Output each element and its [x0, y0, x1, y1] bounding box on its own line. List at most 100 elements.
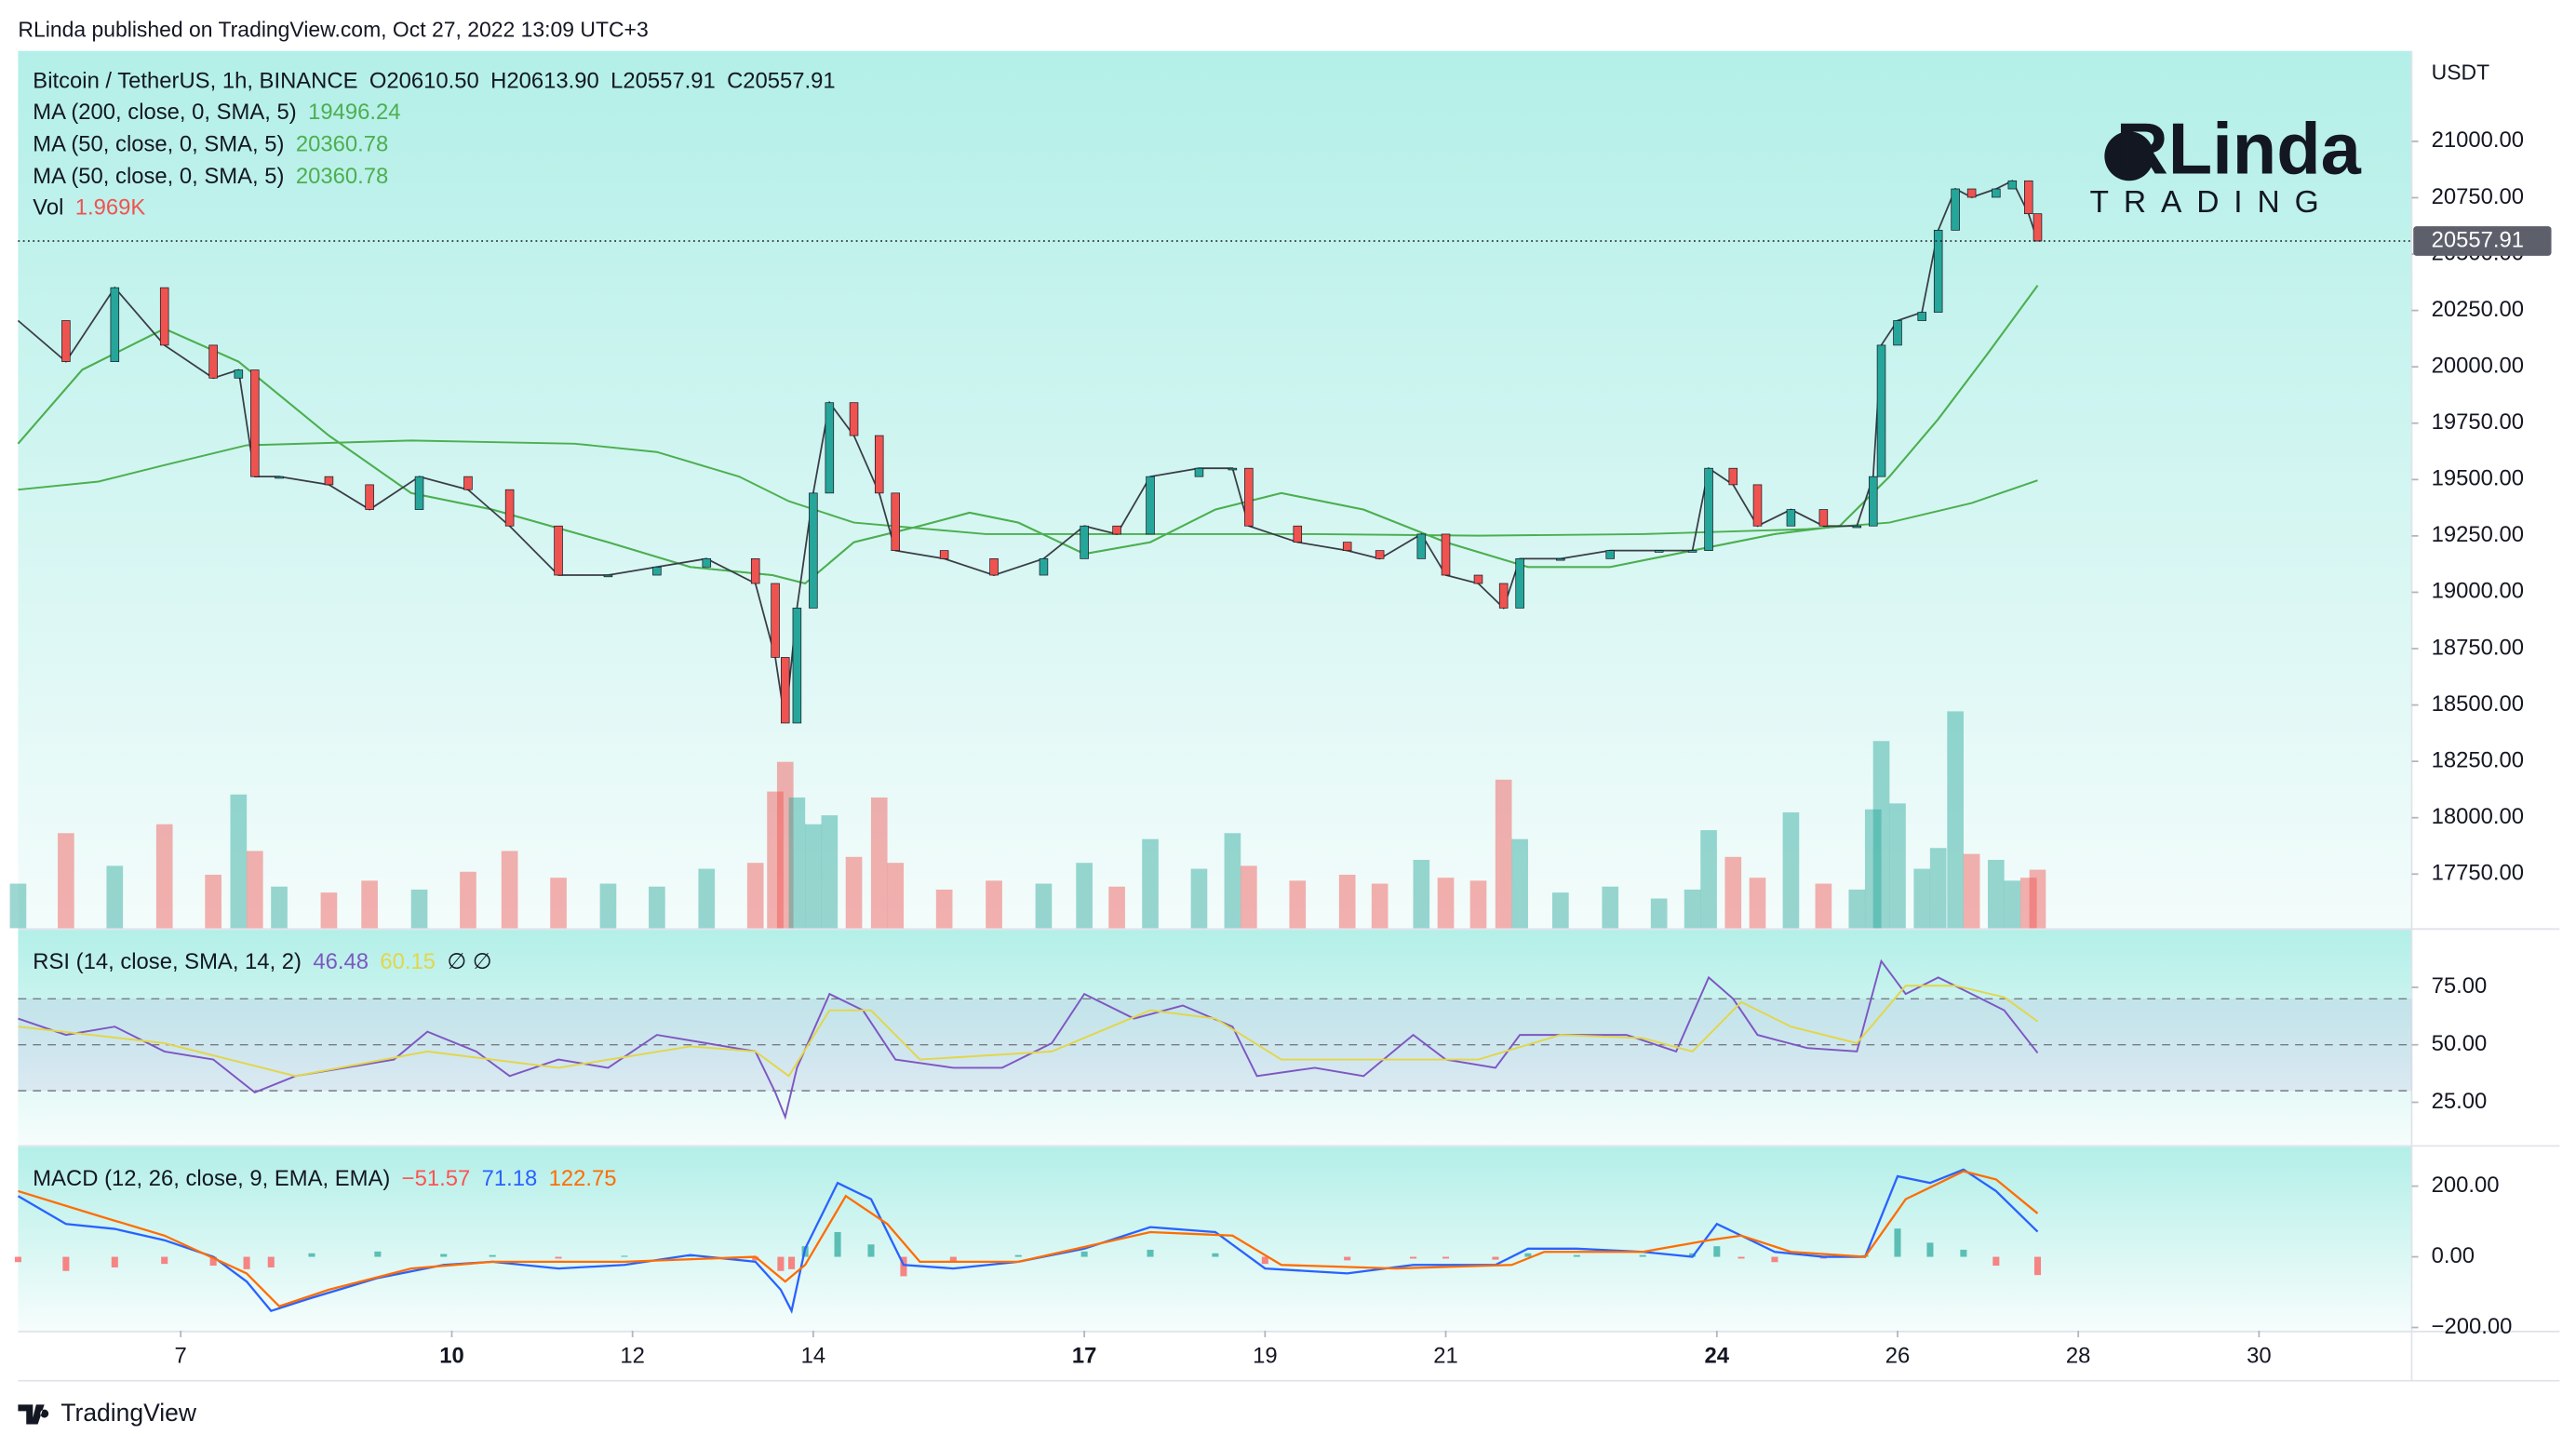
volume-bar: [1495, 779, 1512, 929]
volume-bar: [9, 883, 27, 929]
series-line: [18, 985, 2039, 1078]
y-tick-label: 21000.00: [2432, 127, 2524, 153]
volume-bar: [776, 761, 794, 929]
volume-bar: [935, 889, 953, 929]
header-text: RLinda published on TradingView.com, Oct…: [18, 18, 648, 42]
footer-logo: [18, 1404, 49, 1425]
candle: [792, 608, 802, 724]
histogram-bar: [555, 1256, 562, 1259]
candle: [1893, 320, 1902, 346]
candle: [939, 550, 949, 559]
histogram-bar: [752, 1256, 759, 1261]
histogram-bar: [267, 1256, 275, 1267]
footer-brand: TradingView: [60, 1399, 197, 1427]
histogram-bar: [1992, 1256, 2000, 1267]
volume-bar: [1684, 889, 1701, 929]
candle: [1605, 550, 1616, 559]
legend-title: Bitcoin / TetherUS, 1h, BINANCE: [33, 69, 357, 94]
candle: [250, 369, 260, 477]
x-tick-label: 24: [1705, 1343, 1730, 1368]
histogram-bar: [1960, 1249, 1967, 1257]
histogram-bar: [440, 1254, 448, 1257]
volume-bar: [746, 863, 764, 929]
volume-bar: [1241, 865, 1257, 929]
legend-ohlc: O20610.50: [369, 69, 479, 94]
histogram-bar: [374, 1251, 382, 1257]
candle: [1966, 188, 1977, 198]
legend-series-value: 46.48: [313, 949, 369, 974]
volume-bar: [1108, 886, 1125, 929]
histogram-bar: [111, 1256, 118, 1267]
watermark: RLinda TRADING: [2089, 109, 2361, 219]
candle: [1951, 188, 1960, 231]
volume-bar: [1289, 880, 1307, 929]
candle: [1917, 312, 1926, 321]
candle: [1228, 467, 1238, 471]
histogram-bar: [1639, 1254, 1646, 1257]
last-price-box: [2413, 226, 2552, 256]
candle: [1687, 550, 1697, 553]
candle: [1416, 533, 1427, 559]
volume-bar: [1190, 868, 1208, 929]
histogram-bar: [900, 1256, 907, 1277]
histogram-bar: [209, 1256, 217, 1267]
histogram-bar: [621, 1255, 628, 1257]
volume-bar: [599, 883, 617, 929]
volume-bar: [649, 886, 665, 929]
histogram-bar: [1713, 1246, 1721, 1257]
histogram-bar: [1080, 1251, 1088, 1257]
y-tick-label: 75.00: [2432, 973, 2488, 999]
candle: [1556, 557, 1565, 561]
volume-bar: [410, 889, 428, 929]
volume-bar: [361, 880, 378, 929]
volume-bar: [2019, 878, 2037, 929]
y-tick-label: 17750.00: [2432, 861, 2524, 886]
histogram-bar: [1894, 1228, 1901, 1257]
candle: [1080, 525, 1089, 559]
histogram-bar: [949, 1256, 957, 1263]
volume-bar: [271, 886, 288, 929]
y-tick-label: 20250.00: [2432, 297, 2524, 322]
candle: [1342, 542, 1352, 551]
legend-histogram-value: −51.57: [402, 1166, 471, 1191]
candle: [1818, 509, 1829, 527]
legend-series-name: MA (50, close, 0, SMA, 5): [33, 132, 284, 157]
volume-bar: [1848, 889, 1866, 929]
series-line: [18, 1170, 2039, 1308]
candle: [2007, 180, 2018, 190]
volume-bar: [1142, 838, 1159, 929]
candle: [1752, 484, 1763, 527]
histogram-bar: [788, 1256, 796, 1269]
legend-series-value: 71.18: [482, 1166, 538, 1191]
footer: TradingView: [18, 1399, 197, 1427]
candle: [603, 574, 613, 578]
histogram-bar: [1212, 1253, 1219, 1257]
rsi-pane: [18, 930, 2412, 1146]
y-tick-label: 19500.00: [2432, 466, 2524, 491]
candle: [554, 525, 563, 576]
volume-bar: [1963, 853, 1980, 929]
candle: [159, 287, 169, 346]
volume-bar: [155, 824, 173, 929]
legend-ohlc: C20557.91: [727, 69, 836, 94]
histogram-bar: [867, 1244, 875, 1257]
volume-bar: [1872, 741, 1890, 929]
candle: [1293, 525, 1303, 543]
histogram-bar: [1926, 1242, 1934, 1257]
legend-title: MACD (12, 26, close, 9, EMA, EMA): [33, 1166, 390, 1191]
volume-bar: [845, 856, 863, 929]
candle: [234, 369, 244, 379]
candle: [1498, 583, 1509, 609]
volume-bar: [1815, 883, 1832, 929]
axis-unit: USDT: [2432, 60, 2489, 85]
candle: [702, 557, 712, 568]
x-tick-label: 21: [1433, 1343, 1458, 1368]
candle: [1244, 467, 1254, 527]
volume-bar: [870, 797, 888, 929]
volume-bar: [1700, 830, 1717, 929]
histogram-bar: [489, 1254, 496, 1257]
histogram-bar: [1014, 1254, 1022, 1257]
y-tick-label: 18750.00: [2432, 635, 2524, 660]
volume-bar: [1469, 880, 1487, 929]
volume-bar: [1076, 863, 1093, 929]
